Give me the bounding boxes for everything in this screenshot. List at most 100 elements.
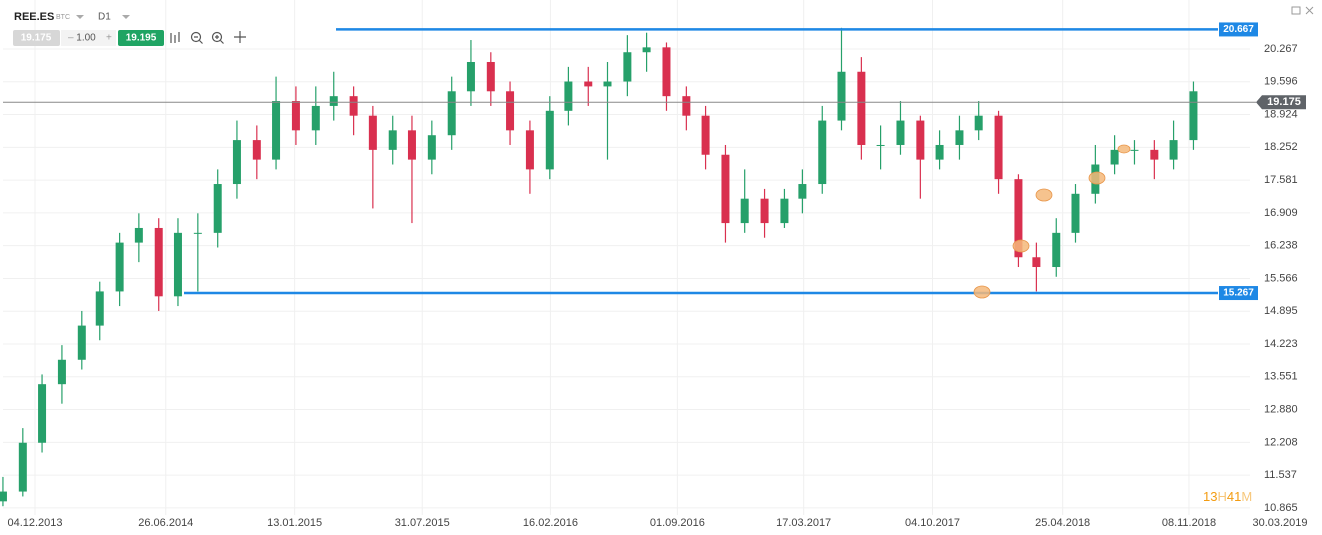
y-tick-label: 18.252 xyxy=(1264,141,1298,153)
candle-body xyxy=(95,291,104,326)
close-button[interactable] xyxy=(1305,6,1314,15)
candle-body xyxy=(329,96,338,106)
candle-body xyxy=(1014,179,1023,258)
candle-body xyxy=(486,61,495,92)
candle-body xyxy=(232,140,241,185)
candle-body xyxy=(38,384,47,443)
x-tick-label: 30.03.2019 xyxy=(1252,517,1307,529)
countdown: 13H41M xyxy=(1203,489,1252,504)
zoom-out[interactable] xyxy=(190,31,202,43)
currency: BTC xyxy=(56,14,70,21)
candle-body xyxy=(57,359,66,385)
candle-body xyxy=(252,140,261,160)
y-tick-label: 20.267 xyxy=(1264,43,1298,55)
dropdown-arrow[interactable] xyxy=(76,15,84,19)
candle-body xyxy=(876,144,885,146)
candle-body xyxy=(740,198,749,224)
x-tick-label: 01.09.2016 xyxy=(650,517,705,529)
annotation-marker xyxy=(1117,144,1131,154)
candle-body xyxy=(1110,149,1119,165)
candle-body xyxy=(466,61,475,92)
candle-body xyxy=(427,135,436,160)
x-tick-label: 26.06.2014 xyxy=(138,517,193,529)
candle-body xyxy=(525,130,534,170)
candle-body xyxy=(1189,91,1198,141)
candle-body xyxy=(682,96,691,116)
last-price-label: 19.175 xyxy=(1267,96,1301,108)
lot-minus[interactable]: – xyxy=(68,33,74,44)
candle-body xyxy=(642,47,651,53)
y-tick-label: 14.895 xyxy=(1264,305,1298,317)
candle-body xyxy=(1150,149,1159,160)
x-tick-label: 16.02.2016 xyxy=(523,517,578,529)
candle-body xyxy=(1052,232,1061,268)
y-tick-label: 16.909 xyxy=(1264,207,1298,219)
candle-body xyxy=(1169,140,1178,160)
candle-body xyxy=(994,115,1003,180)
x-tick-label: 04.10.2017 xyxy=(905,517,960,529)
candle-body xyxy=(173,232,182,297)
candle-body xyxy=(0,491,7,502)
countdown-minutes: 41 xyxy=(1227,489,1241,504)
candle-body xyxy=(623,52,632,82)
candle-body xyxy=(798,184,807,199)
candle-body xyxy=(955,130,964,145)
x-tick-label: 17.03.2017 xyxy=(776,517,831,529)
candle-body xyxy=(837,71,846,121)
candle-body xyxy=(506,91,515,131)
candle-body xyxy=(564,81,573,111)
zoom-out-glyph xyxy=(194,36,203,44)
y-tick-label: 15.566 xyxy=(1264,272,1298,284)
window-button[interactable] xyxy=(1291,6,1301,15)
level-label: 15.267 xyxy=(1223,288,1254,299)
bid-box[interactable] xyxy=(13,30,60,46)
y-tick-label: 13.551 xyxy=(1264,371,1298,383)
symbol[interactable]: REE.ES xyxy=(14,11,54,23)
candle-body xyxy=(857,71,866,145)
candle-body xyxy=(154,227,163,297)
zoom-in-glyph xyxy=(215,35,224,44)
chart-type-icon[interactable] xyxy=(170,32,180,43)
y-tick-label: 12.208 xyxy=(1264,436,1298,448)
candle-body xyxy=(1071,193,1080,233)
candle-body xyxy=(760,198,769,224)
annotation-marker xyxy=(973,285,991,299)
countdown-m: M xyxy=(1241,489,1252,504)
ask-box[interactable] xyxy=(118,30,164,46)
lot-plus[interactable]: + xyxy=(106,33,112,44)
candle-body xyxy=(974,115,983,131)
countdown-h: H xyxy=(1217,489,1226,504)
candle-body xyxy=(193,232,202,234)
interval[interactable]: D1 xyxy=(98,12,111,23)
candle-body xyxy=(134,227,143,243)
level-label: 20.667 xyxy=(1223,24,1254,35)
x-tick-label: 25.04.2018 xyxy=(1035,517,1090,529)
candle-body xyxy=(388,130,397,150)
candle-body xyxy=(896,120,905,145)
y-tick-label: 16.238 xyxy=(1264,240,1298,252)
zoom-in[interactable] xyxy=(211,31,223,43)
ask: 19.195 xyxy=(126,33,157,44)
candle-body xyxy=(721,154,730,224)
crosshair[interactable] xyxy=(234,31,246,43)
last-price-box xyxy=(1256,95,1306,110)
y-tick-label: 17.581 xyxy=(1264,174,1298,186)
y-tick-label: 10.865 xyxy=(1264,502,1298,514)
y-tick-label: 18.924 xyxy=(1264,108,1298,120)
candle-body xyxy=(780,198,789,224)
candle-body xyxy=(1130,149,1139,151)
lot-box[interactable] xyxy=(61,30,116,46)
y-tick-label: 19.596 xyxy=(1264,76,1298,88)
candle-body xyxy=(272,101,281,160)
y-tick-label: 11.537 xyxy=(1264,469,1297,481)
dropdown-arrow[interactable] xyxy=(122,15,130,19)
countdown-hours: 13 xyxy=(1203,489,1217,504)
candle-body xyxy=(349,96,358,116)
x-tick-label: 31.07.2015 xyxy=(395,517,450,529)
candle-body xyxy=(818,120,827,185)
candle-body xyxy=(662,47,671,97)
candle-body xyxy=(77,325,86,360)
lot: 1.00 xyxy=(76,33,96,44)
annotation-marker xyxy=(1035,188,1053,202)
